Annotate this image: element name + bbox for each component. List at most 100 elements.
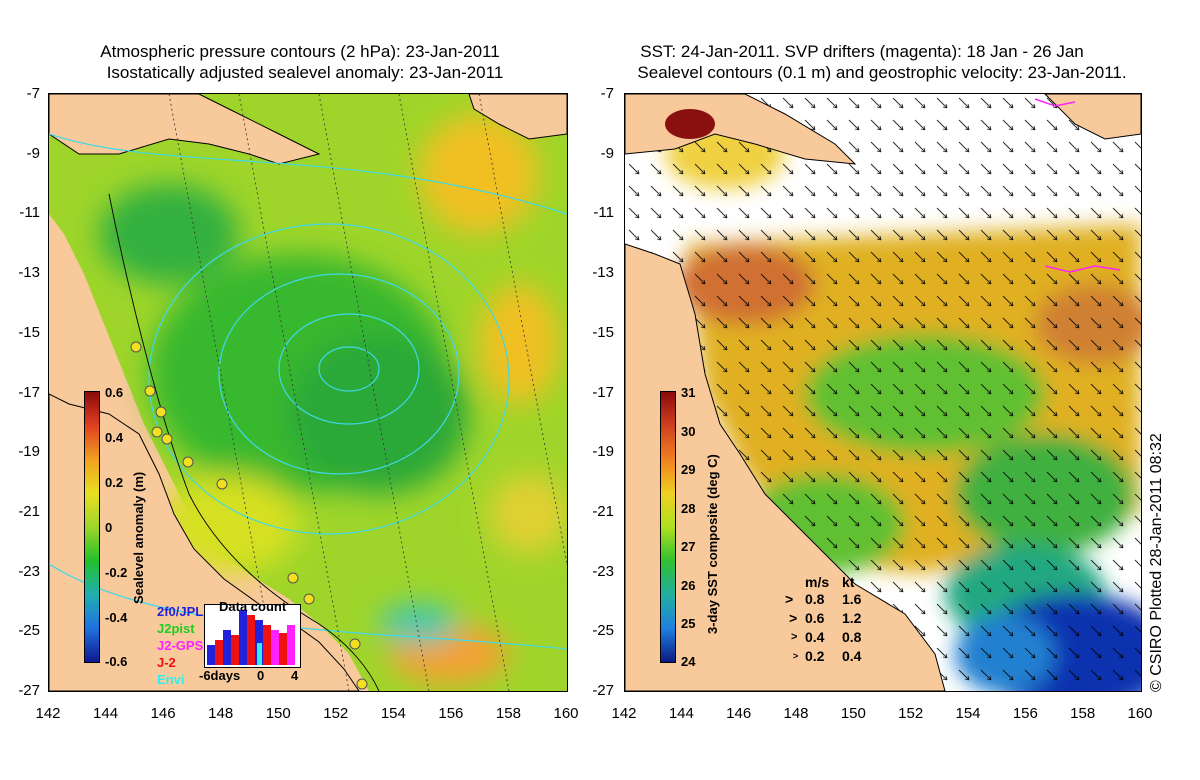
- inset-x-tick-0: -6days: [199, 668, 241, 683]
- lon-tick-label: 150: [840, 705, 866, 722]
- left-title-line2: Isostatically adjusted sealevel anomaly:…: [106, 63, 504, 82]
- speed-legend-ms-0: 0.8: [805, 591, 825, 607]
- sst-tick-1: 30: [681, 424, 696, 439]
- speed-legend-ms-3: 0.2: [805, 648, 825, 664]
- lat-tick-label: -7: [26, 85, 40, 102]
- lat-tick-label: -9: [26, 144, 40, 162]
- lat-tick-label: -23: [592, 562, 614, 580]
- sat-label-j2: J-2: [157, 655, 176, 670]
- tide-gauges: [130, 341, 368, 690]
- australia-coast-land: [49, 393, 360, 691]
- lat-tick-label: -27: [18, 682, 40, 699]
- sat-label-envi: Envi: [157, 672, 185, 687]
- inset-x-tick-2: 4: [291, 668, 299, 683]
- lon-tick-label: 144: [93, 705, 119, 722]
- data-count-inset: [204, 604, 301, 668]
- speed-legend-kt-3: 0.4: [842, 648, 862, 664]
- sat-label-j2pist: J2pist: [157, 621, 195, 636]
- sla-tick-1: 0.4: [105, 430, 124, 445]
- lat-tick-label: -9: [600, 144, 614, 162]
- sla-tick-0: 0.6: [105, 385, 124, 400]
- lon-tick-label: 154: [380, 705, 406, 722]
- speed-legend-kt-0: 1.6: [842, 591, 862, 607]
- sst-tick-3: 28: [681, 501, 696, 516]
- lat-tick-label: -27: [592, 682, 614, 699]
- pressure-contours: [49, 133, 567, 650]
- lat-tick-label: -21: [18, 502, 40, 520]
- speed-legend-kt-1: 1.2: [842, 610, 862, 626]
- speed-legend-ms-1: 0.6: [805, 610, 825, 626]
- sealevel-anomaly-map[interactable]: 0.6 0.4 0.2 0 -0.2 -0.4 -0.6 Sealevel an…: [48, 93, 568, 692]
- right-title-line2: Sealevel contours (0.1 m) and geostrophi…: [637, 63, 1127, 82]
- lon-tick-label: 160: [1127, 705, 1153, 722]
- australia-coast-land-sst: [625, 243, 946, 691]
- sst-tick-6: 25: [681, 616, 696, 631]
- speed-legend-header-ms: m/s: [805, 574, 830, 590]
- lat-tick-label: -13: [18, 264, 40, 282]
- lat-tick-label: -7: [600, 85, 614, 102]
- sst-colorbar-label: 3-day SST composite (deg C): [705, 454, 720, 634]
- lon-tick-label: 154: [955, 705, 981, 722]
- sst-tick-0: 31: [681, 385, 696, 400]
- lat-tick-label: -17: [18, 383, 40, 401]
- speed-legend-header-kt: kt: [842, 574, 855, 590]
- sst-tick-2: 29: [681, 462, 696, 477]
- shelf-edge-line: [108, 193, 380, 691]
- sst-field: [625, 94, 1141, 691]
- lon-tick-label: 142: [611, 705, 637, 722]
- sealevel-anomaly-field: [49, 94, 567, 691]
- lat-tick-label: -25: [18, 622, 40, 640]
- data-count-bars: [207, 610, 295, 665]
- sla-tick-2: 0.2: [105, 475, 124, 490]
- lon-tick-label: 156: [438, 705, 464, 722]
- png-east-land-sst: [1044, 94, 1141, 140]
- right-title-line1: SST: 24-Jan-2011. SVP drifters (magenta)…: [640, 42, 1084, 61]
- sla-tick-5: -0.4: [105, 610, 128, 625]
- lat-tick-label: -25: [592, 622, 614, 640]
- lat-tick-label: -11: [19, 204, 40, 222]
- speed-legend-arrow-0: >: [785, 591, 794, 607]
- lon-tick-label: 150: [265, 705, 291, 722]
- lon-tick-label: 158: [1070, 705, 1096, 722]
- lon-tick-label: 148: [783, 705, 809, 722]
- copyright-label: © CSIRO Plotted 28-Jan-2011 08:32: [1148, 433, 1165, 692]
- sealevel-colorbar: [84, 391, 100, 663]
- sst-tick-5: 26: [681, 578, 696, 593]
- lon-tick-label: 152: [898, 705, 924, 722]
- sla-tick-4: -0.2: [105, 565, 128, 580]
- speed-legend-ms-2: 0.4: [805, 629, 825, 645]
- sst-tick-4: 27: [681, 539, 696, 554]
- lat-tick-label: -15: [592, 323, 614, 341]
- lat-tick-label: -19: [592, 443, 614, 461]
- satellite-tracks: [168, 94, 567, 691]
- svp-drifter-track-2: [1034, 98, 1076, 107]
- svp-drifter-track: [1044, 265, 1121, 273]
- lat-tick-label: -11: [593, 204, 614, 222]
- lon-tick-label: 144: [668, 705, 694, 722]
- warm-patch: [665, 109, 715, 139]
- lon-tick-label: 146: [150, 705, 176, 722]
- lon-tick-label: 156: [1012, 705, 1038, 722]
- lon-tick-label: 160: [553, 705, 579, 722]
- lon-tick-label: 146: [726, 705, 752, 722]
- speed-legend-kt-2: 0.8: [842, 629, 862, 645]
- speed-legend-arrow-1: >: [789, 610, 798, 626]
- sla-tick-6: -0.6: [105, 654, 128, 669]
- lat-tick-label: -21: [592, 502, 614, 520]
- lat-tick-label: -19: [18, 443, 40, 461]
- lon-tick-label: 148: [208, 705, 234, 722]
- lat-tick-label: -23: [18, 562, 40, 580]
- sat-label-j2gps: J2-GPS: [157, 638, 204, 653]
- sst-colorbar: [660, 391, 676, 663]
- lat-tick-label: -17: [592, 383, 614, 401]
- left-title-line1: Atmospheric pressure contours (2 hPa): 2…: [100, 42, 500, 61]
- sla-colorbar-label: Sealevel anomaly (m): [131, 471, 146, 604]
- lon-tick-label: 158: [495, 705, 521, 722]
- png-land: [49, 94, 321, 165]
- lon-tick-label: 142: [35, 705, 61, 722]
- lat-tick-label: -13: [592, 264, 614, 282]
- sla-tick-3: 0: [105, 520, 113, 535]
- png-east-land: [468, 94, 567, 140]
- sst-map[interactable]: 31 30 29 28 27 26 25 24 3-day SST compos…: [624, 93, 1142, 692]
- lon-tick-label: 152: [323, 705, 349, 722]
